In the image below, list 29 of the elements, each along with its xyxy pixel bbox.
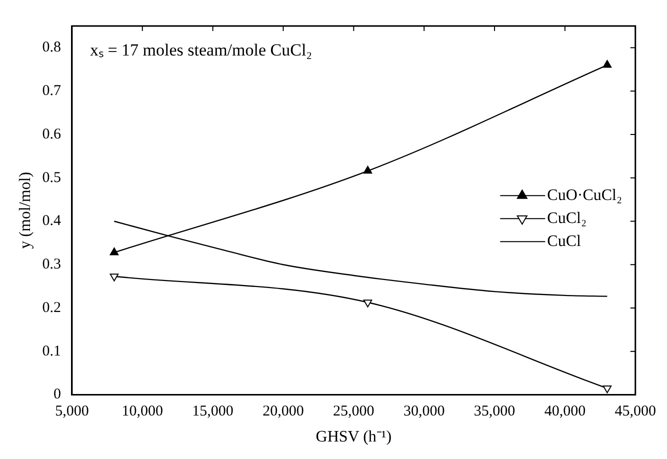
y-tick-label: 0.1 bbox=[42, 343, 61, 360]
x-tick-label: 5,000 bbox=[55, 404, 89, 420]
point bbox=[363, 300, 372, 308]
x-tick-label: 25,000 bbox=[333, 404, 374, 420]
point bbox=[363, 166, 372, 174]
y-tick-label: 0.7 bbox=[42, 83, 62, 100]
x-tick-label: 20,000 bbox=[262, 404, 304, 420]
point bbox=[110, 274, 119, 282]
point bbox=[602, 386, 612, 394]
point bbox=[602, 60, 612, 68]
legend-label: CuCl bbox=[547, 232, 582, 250]
x-tick-label: 30,000 bbox=[403, 404, 445, 420]
x-tick-label: 35,000 bbox=[474, 404, 516, 420]
y-tick-label: 0.8 bbox=[42, 40, 61, 56]
legend-label: CuCl₂ bbox=[547, 210, 587, 227]
y-axis-title: y (mol/mol) bbox=[16, 172, 34, 249]
y-tick-label: 0.4 bbox=[42, 213, 62, 230]
y-tick-label: 0.3 bbox=[42, 256, 61, 273]
annotation: xₛ = 17 moles steam/mole CuCl₂ bbox=[90, 40, 312, 60]
y-tick-label: 0.2 bbox=[42, 300, 61, 316]
y-tick-label: 0.5 bbox=[42, 170, 61, 186]
x-tick-label: 15,000 bbox=[192, 404, 234, 420]
x-tick-label: 40,000 bbox=[544, 404, 586, 420]
legend-label: CuO·CuCl₂ bbox=[547, 186, 622, 204]
x-tick-label: 45,000 bbox=[614, 404, 656, 420]
y-tick-label: 0.6 bbox=[42, 126, 62, 142]
x-tick-label: 10,000 bbox=[122, 404, 164, 420]
y-tick-label: 0 bbox=[53, 386, 61, 403]
x-axis-title: GHSV (h⁻¹) bbox=[316, 428, 392, 446]
